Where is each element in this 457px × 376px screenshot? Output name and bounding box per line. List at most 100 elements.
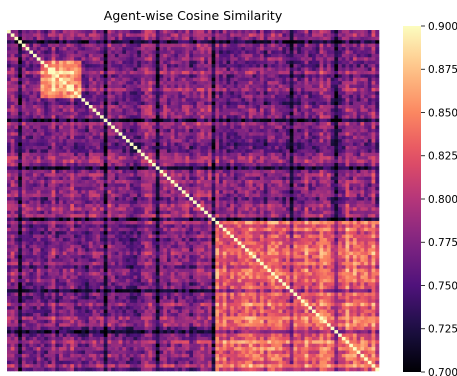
heatmap-cell (267, 81, 272, 85)
heatmap-cell (248, 105, 253, 109)
heatmap-cell (375, 105, 380, 109)
heatmap-cell (293, 77, 298, 82)
heatmap-cell (196, 149, 201, 154)
heatmap-cell (315, 53, 320, 58)
heatmap-cell (96, 40, 101, 44)
heatmap-cell (349, 159, 354, 164)
heatmap-cell (286, 142, 291, 147)
heatmap-cell (10, 53, 15, 58)
heatmap-cell (233, 193, 238, 198)
heatmap-cell (233, 139, 238, 143)
heatmap-cell (62, 64, 67, 68)
heatmap-cell (237, 47, 242, 51)
heatmap-cell (293, 125, 298, 130)
heatmap-cell (352, 180, 357, 184)
heatmap-cell (286, 43, 291, 48)
heatmap-cell (204, 159, 209, 164)
heatmap-cell (129, 77, 134, 82)
heatmap-cell (364, 36, 369, 41)
heatmap-cell (33, 74, 38, 79)
heatmap-cell (111, 193, 116, 198)
heatmap-cell (271, 122, 276, 126)
heatmap-cell (122, 139, 127, 143)
heatmap-cell (334, 94, 339, 99)
heatmap-cell (259, 91, 264, 96)
heatmap-cell (367, 166, 372, 171)
heatmap-cell (103, 149, 108, 154)
heatmap-cell (256, 115, 261, 119)
heatmap-cell (252, 193, 257, 198)
heatmap-cell (92, 193, 97, 198)
heatmap-cell (352, 135, 357, 140)
heatmap-cell (241, 47, 246, 51)
heatmap-cell (107, 33, 112, 38)
heatmap-cell (114, 105, 119, 109)
heatmap-cell (278, 115, 283, 119)
heatmap-cell (174, 193, 179, 198)
heatmap-cell (10, 108, 15, 113)
heatmap-cell (248, 70, 253, 75)
heatmap-cell (338, 111, 343, 116)
heatmap-cell (73, 180, 78, 184)
heatmap-cell (118, 33, 123, 38)
heatmap-cell (166, 128, 171, 133)
heatmap-cell (159, 149, 164, 154)
heatmap-cell (222, 132, 227, 137)
heatmap-cell (126, 77, 131, 82)
heatmap-cell (200, 47, 205, 51)
heatmap-cell (170, 108, 175, 113)
heatmap-cell (319, 190, 324, 194)
heatmap-cell (122, 43, 127, 48)
heatmap-cell (252, 128, 257, 133)
heatmap-cell (230, 67, 235, 72)
heatmap-cell (85, 98, 90, 102)
heatmap-cell (215, 149, 220, 154)
heatmap-cell (114, 74, 119, 79)
heatmap-cell (185, 128, 190, 133)
heatmap-cell (252, 183, 257, 188)
heatmap-cell (126, 159, 131, 164)
heatmap-cell (40, 193, 45, 198)
heatmap-cell (334, 77, 339, 82)
heatmap-cell (152, 70, 157, 75)
heatmap-cell (367, 122, 372, 126)
heatmap-cell (219, 162, 224, 167)
heatmap-cell (92, 180, 97, 184)
heatmap-cell (375, 152, 380, 157)
heatmap-cell (107, 135, 112, 140)
heatmap-cell (44, 152, 49, 157)
heatmap-cell (88, 94, 93, 99)
heatmap-cell (10, 70, 15, 75)
heatmap-cell (289, 145, 294, 150)
heatmap-cell (323, 135, 328, 140)
heatmap-cell (319, 159, 324, 164)
heatmap-cell (375, 173, 380, 177)
heatmap-cell (155, 118, 160, 123)
heatmap-cell (323, 159, 328, 164)
heatmap-cell (326, 128, 331, 133)
heatmap-cell (230, 197, 235, 201)
heatmap-cell (352, 81, 357, 85)
heatmap-cell (36, 186, 41, 191)
heatmap-cell (85, 173, 90, 177)
heatmap-cell (375, 162, 380, 167)
heatmap-cell (100, 98, 105, 102)
heatmap-cell (144, 122, 149, 126)
heatmap-cell (185, 94, 190, 99)
heatmap-cell (163, 183, 168, 188)
heatmap-cell (193, 173, 198, 177)
heatmap-cell (70, 105, 75, 109)
heatmap-cell (77, 84, 82, 89)
heatmap-cell (204, 40, 209, 44)
heatmap-cell (18, 125, 23, 130)
heatmap-cell (200, 33, 205, 38)
heatmap-cell (129, 30, 134, 34)
heatmap-cell (148, 128, 153, 133)
heatmap-cell (163, 149, 168, 154)
heatmap-cell (375, 169, 380, 174)
heatmap-cell (70, 74, 75, 79)
heatmap-cell (140, 81, 145, 85)
heatmap-cell (178, 173, 183, 177)
heatmap-cell (178, 176, 183, 181)
heatmap-cell (204, 91, 209, 96)
